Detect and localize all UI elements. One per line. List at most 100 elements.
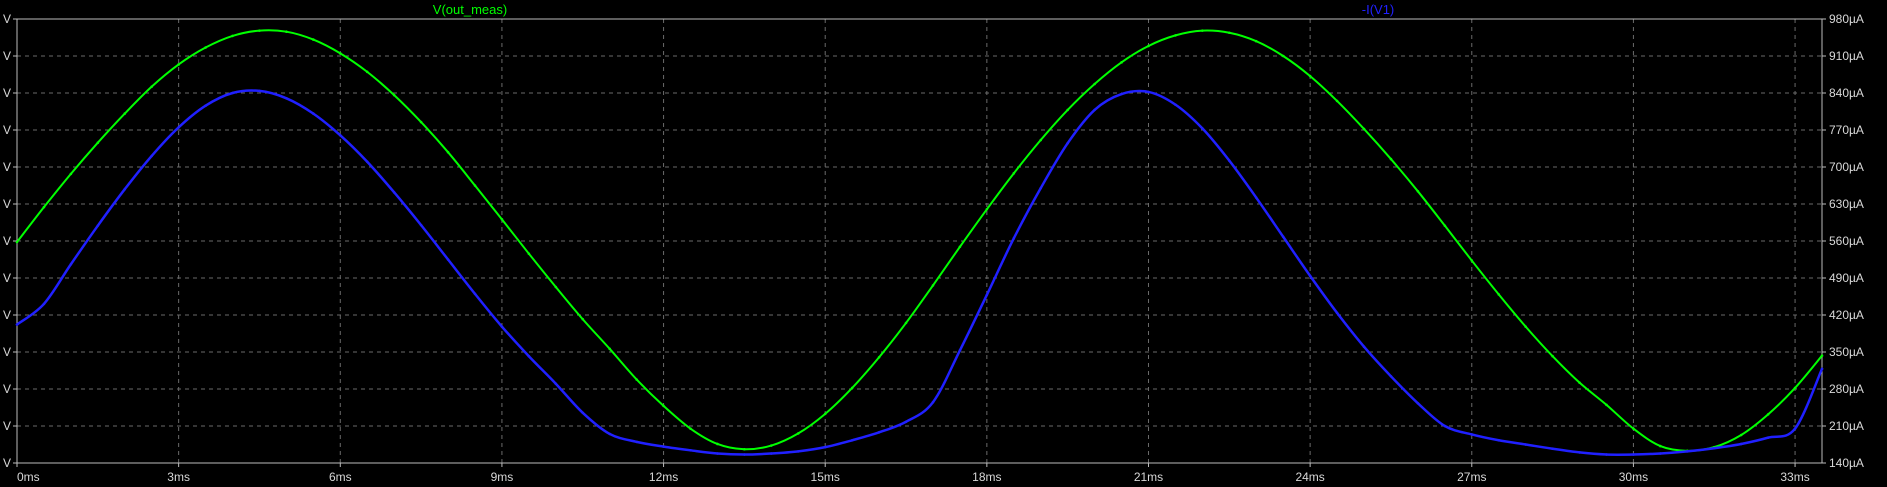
data-point: [1120, 92, 1123, 96]
data-point: [635, 440, 638, 444]
right-tick-label: 140µA: [1829, 456, 1864, 470]
data-point: [1174, 34, 1177, 37]
right-tick-label: 420µA: [1829, 308, 1864, 322]
data-point: [312, 112, 315, 115]
data-point: [1659, 452, 1662, 455]
data-point: [796, 450, 800, 453]
data-point: [1793, 427, 1797, 430]
data-point: [1524, 443, 1527, 446]
data-point: [608, 432, 611, 436]
right-tick-label: 350µA: [1829, 345, 1864, 359]
legend-layer: V(out_meas) -I(V1): [433, 2, 1394, 17]
data-point: [1281, 235, 1285, 239]
right-tick-label: 630µA: [1829, 197, 1864, 211]
data-point: [770, 444, 773, 447]
data-point: [1551, 447, 1554, 451]
right-tick-label: 210µA: [1829, 419, 1864, 433]
data-point: [258, 89, 261, 93]
data-point: [1201, 29, 1204, 32]
axis-layer: 0ms 3ms 6ms 9ms 12ms 15ms 18ms 21ms 24ms 27ms 30ms…: [3, 12, 1864, 484]
data-point: [1308, 74, 1312, 78]
x-tick-label: 21ms: [1134, 470, 1163, 484]
data-point: [850, 386, 854, 390]
left-tick-label: V: [3, 382, 11, 396]
series-line-v-out-meas[interactable]: [16, 29, 1823, 452]
data-point: [1389, 157, 1393, 161]
right-tick-label: 700µA: [1829, 160, 1864, 174]
data-point: [1362, 127, 1366, 131]
data-point: [365, 70, 369, 74]
data-point: [1362, 345, 1366, 349]
data-point: [635, 378, 638, 381]
data-point: [150, 85, 153, 88]
data-point: [96, 141, 100, 144]
data-point: [365, 160, 369, 164]
right-tick-label: 770µA: [1829, 123, 1864, 137]
data-point: [1066, 141, 1069, 145]
data-point: [1039, 186, 1043, 190]
data-point: [1093, 108, 1096, 112]
data-point: [473, 184, 477, 187]
data-point: [1605, 453, 1608, 456]
x-tick-label: 18ms: [972, 470, 1001, 484]
data-point: [823, 412, 827, 416]
x-tick-label: 6ms: [329, 470, 352, 484]
data-point: [1632, 427, 1635, 430]
right-tick-label: 840µA: [1829, 86, 1864, 100]
left-tick-label: V: [3, 160, 11, 174]
legend-entry-minus-i-v1[interactable]: -I(V1): [1362, 2, 1395, 17]
data-point: [850, 438, 854, 442]
data-point: [1470, 259, 1474, 262]
data-point: [743, 447, 746, 451]
data-point: [958, 245, 962, 249]
data-point: [1093, 82, 1096, 86]
x-tick-label: 15ms: [811, 470, 840, 484]
data-point: [1308, 274, 1312, 278]
data-point: [1416, 401, 1420, 405]
data-point: [796, 432, 800, 435]
data-point: [69, 262, 73, 266]
series-layer: [15, 29, 1824, 456]
data-point: [527, 252, 531, 255]
data-point: [1254, 196, 1258, 199]
data-point: [958, 349, 962, 352]
data-point: [554, 382, 558, 386]
left-tick-label: V: [3, 123, 11, 137]
legend-entry-v-out-meas[interactable]: V(out_meas): [433, 2, 507, 17]
data-point: [1254, 39, 1258, 43]
data-point: [689, 449, 692, 452]
data-point: [204, 46, 207, 49]
data-point: [96, 224, 100, 227]
left-tick-label: V: [3, 49, 11, 63]
data-point: [1578, 451, 1581, 454]
data-point: [15, 323, 19, 326]
right-tick-label: 560µA: [1829, 234, 1864, 248]
data-point: [662, 445, 665, 448]
data-point: [581, 317, 585, 321]
data-point: [500, 218, 504, 221]
data-point: [1201, 127, 1204, 130]
data-point: [904, 321, 908, 325]
data-point: [823, 445, 827, 449]
data-point: [743, 453, 746, 456]
data-point: [904, 420, 908, 424]
right-tick-label: 280µA: [1829, 382, 1864, 396]
data-point: [1524, 325, 1527, 328]
data-point: [931, 284, 935, 287]
data-point: [446, 150, 450, 154]
data-point: [1766, 413, 1770, 416]
right-tick-label: 980µA: [1829, 12, 1864, 26]
data-point: [1012, 237, 1016, 240]
data-point: [1228, 31, 1231, 35]
x-tick-label: 33ms: [1780, 470, 1809, 484]
data-point: [1766, 436, 1770, 439]
data-point: [1497, 293, 1501, 296]
data-point: [42, 302, 46, 306]
data-point: [231, 34, 234, 38]
data-point: [1551, 354, 1554, 358]
data-point: [446, 258, 450, 261]
data-point: [1820, 354, 1824, 358]
right-tick-label: 910µA: [1829, 49, 1864, 63]
